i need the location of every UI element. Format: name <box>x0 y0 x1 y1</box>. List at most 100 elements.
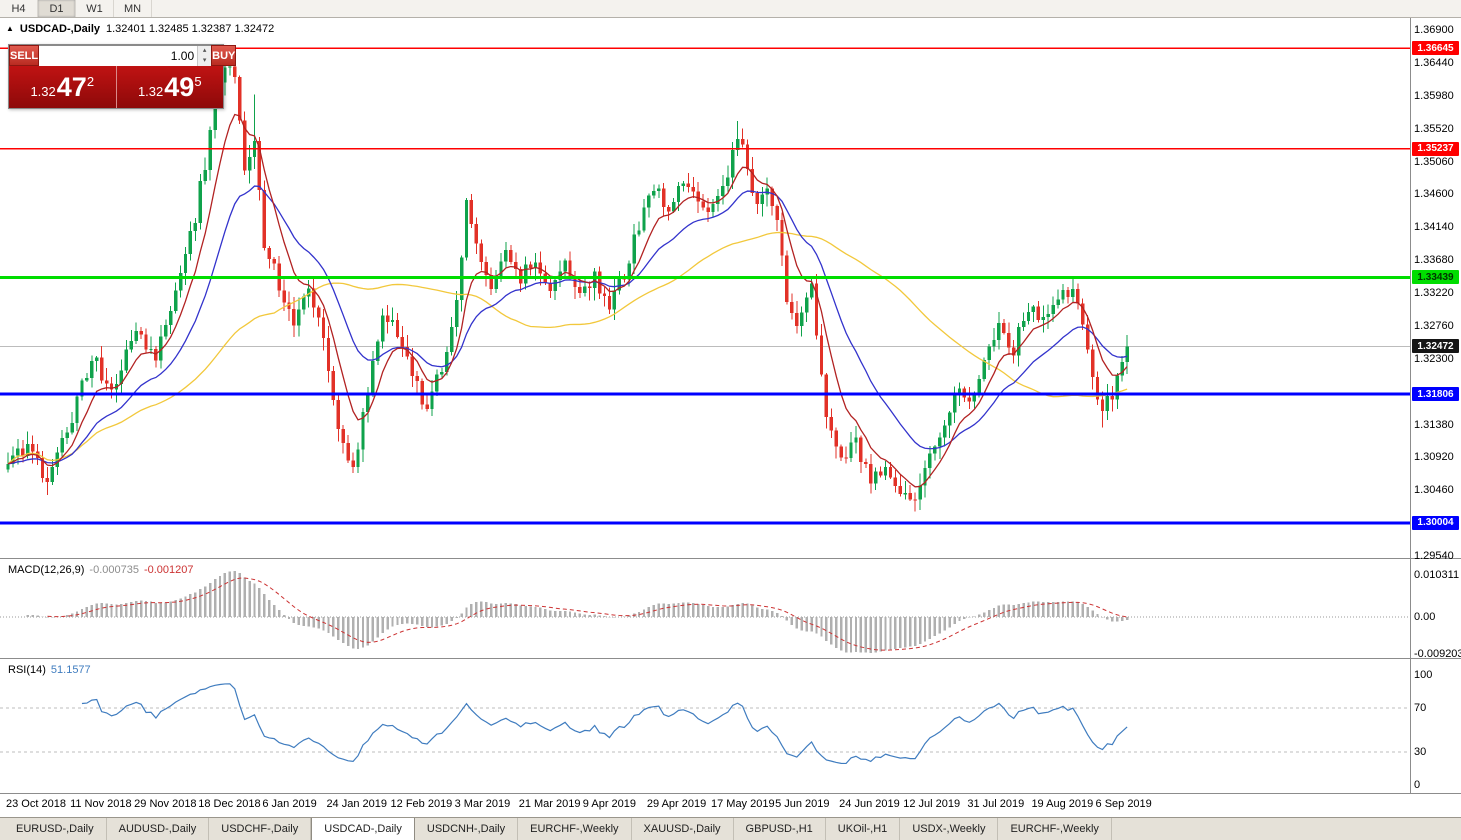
sell-price-prefix: 1.32 <box>30 84 56 99</box>
rsi-axis-tick: 30 <box>1414 746 1427 758</box>
price-axis-tick: 1.30920 <box>1414 451 1454 464</box>
rsi-axis-tick: 70 <box>1414 702 1427 714</box>
price-axis-tick: 1.36440 <box>1414 56 1454 69</box>
buy-button[interactable]: BUY <box>211 45 237 66</box>
moving-average-55 <box>7 231 1128 465</box>
timeframe-button-d1[interactable]: D1 <box>38 0 76 17</box>
price-axis-tick: 1.34600 <box>1414 188 1454 201</box>
rsi-axis-tick: 100 <box>1414 669 1433 681</box>
macd-indicator-chart <box>0 570 1410 653</box>
time-axis-tick: 9 Apr 2019 <box>582 798 637 810</box>
chart-ohlc-values: 1.32401 1.32485 1.32387 1.32472 <box>106 23 275 35</box>
timeframe-buttons: H4 D1 W1 MN <box>0 0 152 17</box>
panel-separator <box>0 658 1461 659</box>
time-axis-tick: 23 Oct 2018 <box>6 798 66 810</box>
sell-price-display[interactable]: 1.32 47 2 <box>9 66 117 108</box>
chart-tab-ukoil-h1[interactable]: UKOil-,H1 <box>826 818 901 840</box>
one-click-trading-panel: SELL ▴ ▾ BUY 1.32 47 2 1.32 49 5 <box>8 44 237 109</box>
chart-window: ▲ USDCAD-,Daily 1.32401 1.32485 1.32387 … <box>0 18 1461 817</box>
chart-symbol-title: USDCAD-,Daily <box>19 23 100 35</box>
buy-price-pips: 49 <box>164 72 195 102</box>
price-axis-tick: 1.36900 <box>1414 24 1454 36</box>
macd-signal-line <box>47 577 1128 651</box>
price-axis-tick: 1.35060 <box>1414 155 1454 168</box>
time-axis-tick: 5 Jun 2019 <box>775 798 830 810</box>
price-axis-tick: 1.32300 <box>1414 352 1454 365</box>
chart-tab-xauusd-daily[interactable]: XAUUSD-,Daily <box>632 818 734 840</box>
timeframe-button-h4[interactable]: H4 <box>0 0 38 17</box>
time-axis-tick: 3 Mar 2019 <box>454 798 511 810</box>
moving-average-8 <box>7 113 1128 488</box>
time-axis-tick: 31 Jul 2019 <box>967 798 1025 810</box>
rsi-line <box>81 683 1128 765</box>
volume-field: ▴ ▾ <box>39 45 212 66</box>
chart-title: ▲ USDCAD-,Daily 1.32401 1.32485 1.32387 … <box>6 23 274 35</box>
rsi-label: RSI(14) 51.1577 <box>8 664 91 676</box>
time-axis-tick: 29 Apr 2019 <box>646 798 707 810</box>
macd-axis-tick: 0.010311 <box>1414 569 1460 581</box>
macd-axis-tick: -0.009203 <box>1414 648 1461 661</box>
panel-separator <box>0 793 1461 794</box>
volume-decrease-button[interactable]: ▾ <box>198 56 212 66</box>
time-axis-tick: 6 Sep 2019 <box>1095 798 1152 810</box>
rsi-axis-tick: 0 <box>1414 779 1421 791</box>
chart-tabs-bar: EURUSD-,Daily AUDUSD-,Daily USDCHF-,Daily U… <box>0 817 1461 840</box>
price-axis-tick: 1.30460 <box>1414 484 1454 497</box>
timeframe-toolbar: H4 D1 W1 MN <box>0 0 1461 18</box>
price-axis-separator <box>1410 18 1411 793</box>
sell-price-pips: 47 <box>56 72 87 102</box>
buy-price-display[interactable]: 1.32 49 5 <box>116 66 223 108</box>
price-axis-tick: 1.31380 <box>1414 418 1454 431</box>
rsi-name: RSI(14) <box>8 664 46 676</box>
chart-tab-usdchf-daily[interactable]: USDCHF-,Daily <box>209 818 312 840</box>
time-axis-tick: 19 Aug 2019 <box>1031 798 1094 810</box>
moving-average-21 <box>7 185 1128 465</box>
price-chart <box>0 47 1410 525</box>
timeframe-button-w1[interactable]: W1 <box>76 0 114 17</box>
macd-main-value: -0.000735 <box>89 564 139 576</box>
time-axis-tick: 17 May 2019 <box>710 798 775 810</box>
time-axis[interactable]: 23 Oct 2018 11 Nov 2018 29 Nov 2018 18 Dec … <box>0 794 1461 816</box>
chart-tab-audusd-daily[interactable]: AUDUSD-,Daily <box>107 818 210 840</box>
macd-axis-tick: 0.00 <box>1414 611 1436 623</box>
price-axis-tick: 1.29540 <box>1414 550 1454 562</box>
time-axis-tick: 12 Feb 2019 <box>390 798 453 810</box>
chart-tab-usdcnh-daily[interactable]: USDCNH-,Daily <box>415 818 519 840</box>
price-axis-tick: 1.33680 <box>1414 254 1454 267</box>
time-axis-tick: 12 Jul 2019 <box>903 798 961 810</box>
panel-separator <box>0 558 1461 559</box>
buy-price-point: 5 <box>194 74 202 89</box>
macd-signal-value: -0.001207 <box>143 564 194 576</box>
price-axis-tick: 1.32760 <box>1414 319 1454 332</box>
time-axis-tick: 18 Dec 2018 <box>198 798 261 810</box>
price-axis-tick: 1.30000 <box>1414 517 1454 530</box>
macd-label: MACD(12,26,9) -0.000735 -0.001207 <box>8 564 194 576</box>
price-axis-tick: 1.33220 <box>1414 287 1454 299</box>
buy-price-prefix: 1.32 <box>137 84 164 99</box>
time-axis-tick: 11 Nov 2018 <box>70 798 132 810</box>
chart-tab-eurchf-weekly[interactable]: EURCHF-,Weekly <box>998 818 1112 840</box>
time-axis-tick: 29 Nov 2018 <box>134 798 197 810</box>
sell-price-point: 2 <box>86 74 95 89</box>
price-axis-tick: 1.35980 <box>1414 89 1454 102</box>
timeframe-button-mn[interactable]: MN <box>114 0 152 17</box>
volume-input[interactable] <box>39 46 198 66</box>
chart-tab-eurusd-daily[interactable]: EURUSD-,Daily <box>4 818 107 840</box>
sell-button[interactable]: SELL <box>9 45 40 66</box>
chart-tab-usdcad-daily[interactable]: USDCAD-,Daily <box>311 818 415 840</box>
chart-expander-icon[interactable]: ▲ <box>6 24 14 33</box>
volume-increase-button[interactable]: ▴ <box>198 46 212 56</box>
rsi-value: 51.1577 <box>50 664 91 676</box>
time-axis-tick: 6 Jan 2019 <box>262 798 317 810</box>
price-axis-tick: 1.34140 <box>1414 221 1454 234</box>
chart-tab-eurchf-weekly[interactable]: EURCHF-,Weekly <box>518 818 632 840</box>
chart-tab-gbpusd-h1[interactable]: GBPUSD-,H1 <box>734 818 826 840</box>
price-axis-tick: 1.35520 <box>1414 122 1454 135</box>
volume-spinner: ▴ ▾ <box>197 46 212 66</box>
price-axis-tick: 1.31840 <box>1414 385 1454 398</box>
time-axis-tick: 21 Mar 2019 <box>518 798 581 810</box>
chart-tab-usdx-weekly[interactable]: USDX-,Weekly <box>900 818 999 840</box>
time-axis-tick: 24 Jan 2019 <box>326 798 387 810</box>
time-axis-tick: 24 Jun 2019 <box>839 798 900 810</box>
rsi-indicator-chart <box>0 683 1410 765</box>
